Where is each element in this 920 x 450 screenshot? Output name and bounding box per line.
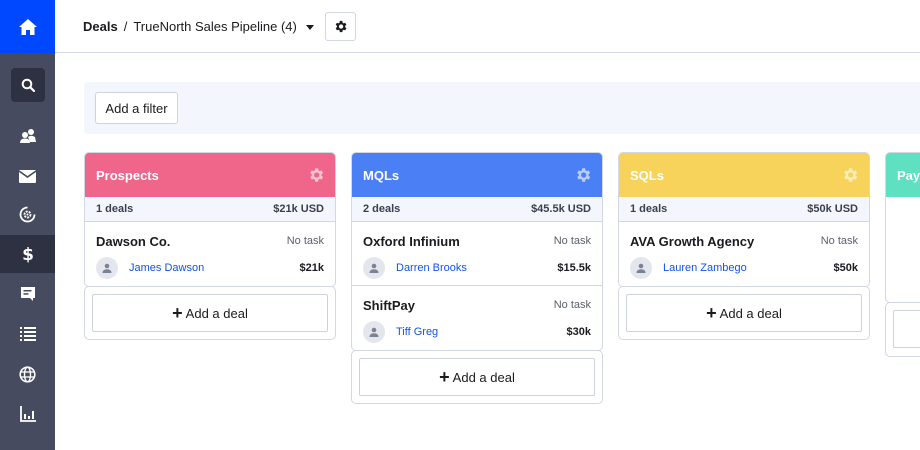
stage-header: MQLs — [352, 153, 602, 197]
deal-amount: $21k — [299, 262, 324, 274]
avatar — [363, 257, 385, 279]
deal-owner-link[interactable]: Darren Brooks — [396, 262, 467, 274]
sidebar-item-lists[interactable] — [0, 315, 55, 353]
plus-icon: + — [172, 303, 183, 323]
automation-gear-icon — [19, 206, 36, 222]
contacts-icon — [19, 129, 36, 143]
add-deal-button[interactable] — [893, 310, 920, 348]
deal-count: 1 deals — [96, 203, 134, 215]
deal-owner-link[interactable]: Tiff Greg — [396, 326, 439, 338]
pipeline-selector[interactable]: TrueNorth Sales Pipeline (4) — [133, 18, 297, 34]
stage-settings-gear-icon[interactable] — [841, 166, 859, 184]
add-filter-button[interactable]: Add a filter — [95, 92, 178, 124]
stage-total: $50k USD — [807, 203, 858, 215]
breadcrumb-deals[interactable]: Deals — [83, 18, 118, 34]
sidebar-item-website[interactable] — [0, 355, 55, 393]
stage-summary: 1 deals $50k USD — [619, 197, 869, 222]
sidebar-item-automations[interactable] — [0, 195, 55, 233]
stage-total: $21k USD — [273, 203, 324, 215]
stage-settings-gear-icon[interactable] — [574, 166, 592, 184]
deal-company: Dawson Co. — [96, 233, 171, 249]
avatar — [363, 321, 385, 343]
stage-summary: 2 deals $45.5k USD — [352, 197, 602, 222]
gear-icon — [335, 20, 347, 32]
avatar — [630, 257, 652, 279]
stage-title: SQLs — [630, 167, 664, 183]
sidebar-item-conversations[interactable] — [0, 275, 55, 313]
deal-company: Oxford Infinium — [363, 233, 460, 249]
stage-header: Prospects — [85, 153, 335, 197]
deal-amount: $50k — [833, 262, 858, 274]
deal-card[interactable]: Oxford Infinium No task Darren Brooks $1… — [352, 222, 602, 286]
stage-title: Paying — [897, 167, 920, 183]
stage-title: MQLs — [363, 167, 400, 183]
user-icon — [369, 327, 379, 337]
home-button[interactable] — [0, 0, 55, 53]
pipeline-settings-button[interactable] — [324, 11, 356, 41]
add-deal-button[interactable]: + Add a deal — [359, 358, 595, 396]
sidebar-item-deals[interactable]: $ — [0, 235, 55, 273]
globe-icon — [19, 365, 36, 383]
deal-card[interactable]: Dawson Co. No task James Dawson $21k — [85, 222, 335, 286]
top-bar: Deals / TrueNorth Sales Pipeline (4) — [55, 0, 920, 53]
stage-header: Paying — [886, 153, 920, 197]
dollar-icon: $ — [22, 245, 34, 264]
sidebar-item-reports[interactable] — [0, 395, 55, 433]
user-icon — [636, 263, 646, 273]
add-deal-label: Add a deal — [452, 369, 515, 385]
sidebar-item-search[interactable] — [0, 66, 55, 104]
deal-task-status: No task — [820, 235, 858, 247]
add-deal-button[interactable]: + Add a deal — [626, 294, 862, 332]
stage-summary: 1 deals $21k USD — [85, 197, 335, 222]
deal-amount: $15.5k — [557, 262, 591, 274]
sidebar: $ — [0, 0, 55, 450]
svg-text:$: $ — [22, 245, 34, 264]
breadcrumb-separator: / — [123, 18, 128, 34]
deal-amount: $30k — [566, 326, 591, 338]
deal-task-status: No task — [286, 235, 324, 247]
deal-count: 2 deals — [363, 203, 401, 215]
avatar — [96, 257, 118, 279]
stage-column-sqls: SQLs 1 deals $50k USD AVA Growth Agency … — [618, 152, 870, 340]
sidebar-item-email[interactable] — [0, 157, 55, 195]
caret-down-icon[interactable] — [305, 24, 314, 30]
filter-bar: Add a filter — [84, 82, 920, 134]
stage-settings-gear-icon[interactable] — [307, 166, 325, 184]
sidebar-item-contacts[interactable] — [0, 117, 55, 155]
user-icon — [369, 263, 379, 273]
deal-company: AVA Growth Agency — [630, 233, 755, 249]
chat-icon — [20, 287, 35, 301]
list-icon — [19, 327, 36, 341]
deal-task-status: No task — [553, 235, 591, 247]
stage-title: Prospects — [96, 167, 159, 183]
user-icon — [102, 263, 112, 273]
stage-total: $45.5k USD — [531, 203, 591, 215]
home-icon — [18, 18, 37, 35]
add-deal-label: Add a deal — [185, 305, 248, 321]
deal-task-status: No task — [553, 299, 591, 311]
deal-count: 1 deals — [630, 203, 668, 215]
deal-owner-link[interactable]: James Dawson — [129, 262, 205, 274]
deal-company: ShiftPay — [363, 297, 416, 313]
add-deal-label: Add a deal — [719, 305, 782, 321]
plus-icon: + — [706, 303, 717, 323]
add-deal-button[interactable]: + Add a deal — [92, 294, 328, 332]
stage-header: SQLs — [619, 153, 869, 197]
deal-card[interactable]: AVA Growth Agency No task Lauren Zambego… — [619, 222, 869, 286]
deal-owner-link[interactable]: Lauren Zambego — [663, 262, 747, 274]
stage-column-mqls: MQLs 2 deals $45.5k USD Oxford Infinium … — [351, 152, 603, 404]
bar-chart-icon — [19, 406, 36, 422]
stage-column-paying: Paying — [885, 152, 920, 357]
search-icon — [21, 78, 35, 92]
deal-card[interactable]: ShiftPay No task Tiff Greg $30k — [352, 286, 602, 350]
stage-column-prospects: Prospects 1 deals $21k USD Dawson Co. No… — [84, 152, 336, 340]
envelope-icon — [19, 169, 36, 183]
plus-icon: + — [439, 367, 450, 387]
